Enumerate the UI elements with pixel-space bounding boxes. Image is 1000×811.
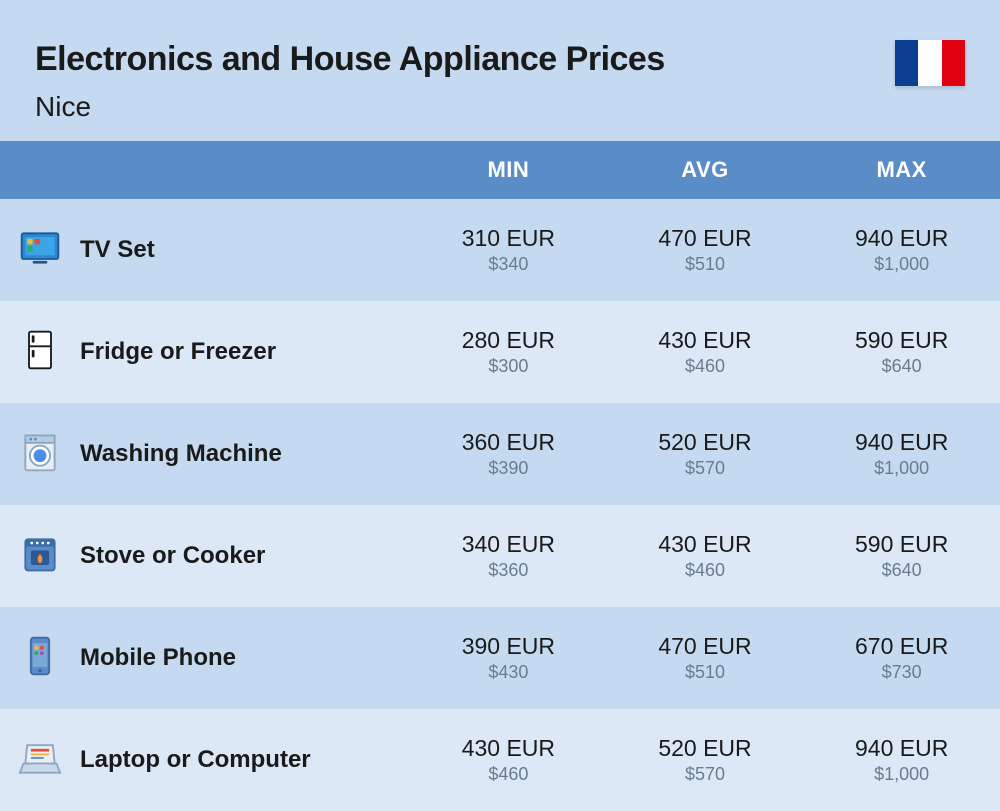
price-primary: 520 EUR: [607, 429, 804, 456]
cell-avg: 470 EUR$510: [607, 607, 804, 709]
table-row: TV Set310 EUR$340470 EUR$510940 EUR$1,00…: [0, 199, 1000, 301]
th-avg: AVG: [607, 141, 804, 199]
price-primary: 280 EUR: [410, 327, 607, 354]
cell-max: 940 EUR$1,000: [803, 709, 1000, 811]
price-secondary: $1,000: [803, 458, 1000, 479]
th-name: [70, 141, 410, 199]
price-primary: 470 EUR: [607, 633, 804, 660]
flag-stripe-white: [918, 40, 941, 86]
price-primary: 940 EUR: [803, 225, 1000, 252]
cell-max: 940 EUR$1,000: [803, 199, 1000, 301]
item-name: Washing Machine: [70, 403, 410, 505]
mobile-phone-icon: [0, 607, 70, 709]
cell-avg: 470 EUR$510: [607, 199, 804, 301]
price-secondary: $1,000: [803, 254, 1000, 275]
table-row: Fridge or Freezer280 EUR$300430 EUR$4605…: [0, 301, 1000, 403]
cell-max: 940 EUR$1,000: [803, 403, 1000, 505]
table-header-row: MIN AVG MAX: [0, 141, 1000, 199]
price-primary: 430 EUR: [607, 531, 804, 558]
price-secondary: $640: [803, 560, 1000, 581]
price-secondary: $570: [607, 458, 804, 479]
price-secondary: $340: [410, 254, 607, 275]
price-secondary: $430: [410, 662, 607, 683]
price-secondary: $730: [803, 662, 1000, 683]
price-primary: 430 EUR: [607, 327, 804, 354]
item-name: Laptop or Computer: [70, 709, 410, 811]
prices-table: MIN AVG MAX TV Set310 EUR$340470 EUR$510…: [0, 141, 1000, 811]
cell-avg: 520 EUR$570: [607, 403, 804, 505]
cell-min: 340 EUR$360: [410, 505, 607, 607]
price-primary: 470 EUR: [607, 225, 804, 252]
price-secondary: $640: [803, 356, 1000, 377]
table-row: Washing Machine360 EUR$390520 EUR$570940…: [0, 403, 1000, 505]
price-secondary: $570: [607, 764, 804, 785]
page: Electronics and House Appliance Prices N…: [0, 0, 1000, 776]
fridge-icon: [0, 301, 70, 403]
price-primary: 360 EUR: [410, 429, 607, 456]
laptop-icon: [0, 709, 70, 811]
flag-france: [895, 40, 965, 86]
cell-max: 590 EUR$640: [803, 505, 1000, 607]
cell-avg: 430 EUR$460: [607, 505, 804, 607]
th-min: MIN: [410, 141, 607, 199]
item-name: Stove or Cooker: [70, 505, 410, 607]
page-subtitle: Nice: [35, 91, 965, 123]
price-primary: 670 EUR: [803, 633, 1000, 660]
cell-max: 670 EUR$730: [803, 607, 1000, 709]
price-primary: 590 EUR: [803, 327, 1000, 354]
price-primary: 940 EUR: [803, 735, 1000, 762]
table-row: Mobile Phone390 EUR$430470 EUR$510670 EU…: [0, 607, 1000, 709]
price-secondary: $510: [607, 662, 804, 683]
price-secondary: $460: [607, 560, 804, 581]
price-secondary: $300: [410, 356, 607, 377]
table-row: Laptop or Computer430 EUR$460520 EUR$570…: [0, 709, 1000, 811]
item-name: Fridge or Freezer: [70, 301, 410, 403]
price-secondary: $360: [410, 560, 607, 581]
washing-machine-icon: [0, 403, 70, 505]
item-name: Mobile Phone: [70, 607, 410, 709]
price-primary: 520 EUR: [607, 735, 804, 762]
price-secondary: $460: [410, 764, 607, 785]
stove-icon: [0, 505, 70, 607]
th-icon: [0, 141, 70, 199]
price-secondary: $510: [607, 254, 804, 275]
cell-max: 590 EUR$640: [803, 301, 1000, 403]
price-primary: 430 EUR: [410, 735, 607, 762]
price-primary: 590 EUR: [803, 531, 1000, 558]
price-primary: 340 EUR: [410, 531, 607, 558]
page-title: Electronics and House Appliance Prices: [35, 40, 965, 79]
flag-stripe-red: [942, 40, 965, 86]
cell-min: 390 EUR$430: [410, 607, 607, 709]
flag-stripe-blue: [895, 40, 918, 86]
item-name: TV Set: [70, 199, 410, 301]
cell-min: 280 EUR$300: [410, 301, 607, 403]
cell-min: 430 EUR$460: [410, 709, 607, 811]
cell-min: 310 EUR$340: [410, 199, 607, 301]
cell-avg: 430 EUR$460: [607, 301, 804, 403]
price-primary: 940 EUR: [803, 429, 1000, 456]
price-secondary: $460: [607, 356, 804, 377]
price-secondary: $390: [410, 458, 607, 479]
price-primary: 390 EUR: [410, 633, 607, 660]
cell-avg: 520 EUR$570: [607, 709, 804, 811]
cell-min: 360 EUR$390: [410, 403, 607, 505]
price-secondary: $1,000: [803, 764, 1000, 785]
price-primary: 310 EUR: [410, 225, 607, 252]
tv-icon: [0, 199, 70, 301]
th-max: MAX: [803, 141, 1000, 199]
header: Electronics and House Appliance Prices N…: [0, 0, 1000, 141]
table-row: Stove or Cooker340 EUR$360430 EUR$460590…: [0, 505, 1000, 607]
